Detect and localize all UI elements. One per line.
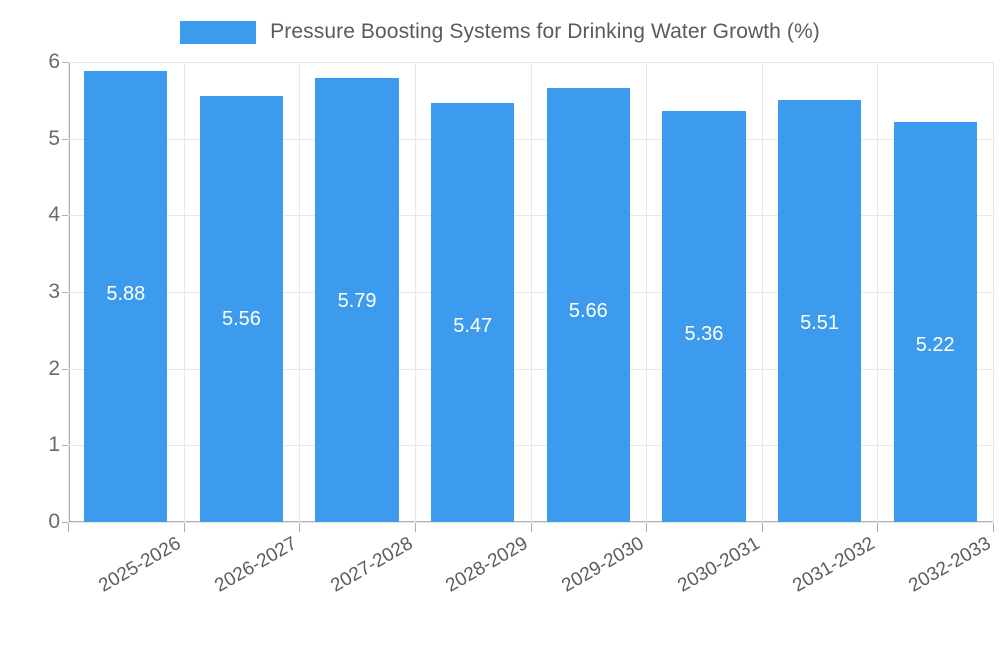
gridline-vertical bbox=[762, 62, 763, 522]
y-axis-tick-label: 5 bbox=[48, 126, 60, 150]
bar-value-label: 5.51 bbox=[800, 311, 840, 334]
bar[interactable]: 5.79 bbox=[315, 78, 399, 522]
gridline-vertical bbox=[68, 62, 69, 522]
bar-chart: Pressure Boosting Systems for Drinking W… bbox=[0, 0, 1000, 600]
y-axis-tick-label: 3 bbox=[48, 280, 60, 303]
gridline-horizontal bbox=[68, 62, 993, 63]
x-axis-tick-mark bbox=[646, 523, 647, 532]
gridline-vertical bbox=[531, 62, 532, 522]
gridline-horizontal bbox=[68, 445, 993, 447]
y-axis-tick-labels: 0 1 2 3 4 5 6 bbox=[0, 0, 69, 600]
y-axis-tick-mark bbox=[62, 445, 69, 447]
bar[interactable]: 5.22 bbox=[893, 121, 977, 522]
y-axis-tick-mark bbox=[62, 522, 69, 523]
bar-value-label: 5.66 bbox=[568, 300, 608, 323]
bar-value-label: 5.22 bbox=[915, 333, 955, 356]
bar-value-label: 5.56 bbox=[221, 307, 261, 330]
y-axis-tick-label: 0 bbox=[48, 510, 60, 533]
bar[interactable]: 5.88 bbox=[84, 71, 168, 522]
bar[interactable]: 5.51 bbox=[777, 99, 862, 522]
y-axis-tick-mark bbox=[62, 215, 69, 217]
plot-area: 5.88 5.56 5.79 5.47 5.66 5.36 5.51 5.22 bbox=[68, 62, 994, 523]
y-axis-tick-label: 4 bbox=[48, 203, 60, 227]
bar[interactable]: 5.66 bbox=[546, 88, 630, 522]
x-axis-tick-mark bbox=[415, 523, 416, 532]
y-axis-tick-label: 2 bbox=[48, 356, 60, 380]
gridline-vertical bbox=[184, 62, 185, 522]
x-axis-tick-mark bbox=[68, 523, 69, 532]
x-axis-tick-mark bbox=[762, 523, 763, 532]
gridline-horizontal bbox=[68, 368, 993, 370]
bar-value-label: 5.36 bbox=[684, 323, 724, 346]
y-axis-tick-mark bbox=[62, 292, 69, 293]
bar-value-label: 5.88 bbox=[106, 283, 146, 306]
x-axis-tick-mark bbox=[531, 523, 532, 532]
bar-value-label: 5.47 bbox=[453, 314, 493, 337]
y-axis-tick-label: 1 bbox=[48, 433, 60, 457]
bar[interactable]: 5.56 bbox=[199, 95, 284, 522]
chart-legend[interactable]: Pressure Boosting Systems for Drinking W… bbox=[0, 14, 1000, 50]
x-axis-tick-mark bbox=[299, 523, 300, 532]
series-color-swatch bbox=[180, 20, 257, 44]
gridline-vertical bbox=[415, 62, 416, 522]
legend-label: Pressure Boosting Systems for Drinking W… bbox=[270, 20, 820, 43]
gridline-horizontal bbox=[68, 138, 993, 140]
gridline-vertical bbox=[646, 62, 647, 522]
x-axis-tick-mark bbox=[877, 523, 878, 532]
gridline-vertical bbox=[299, 62, 300, 522]
y-axis-tick-mark bbox=[62, 138, 69, 140]
gridline-vertical bbox=[993, 62, 994, 522]
y-axis-tick-mark bbox=[62, 62, 69, 63]
bar[interactable]: 5.47 bbox=[431, 102, 515, 522]
gridline-vertical bbox=[877, 62, 878, 522]
gridline-horizontal bbox=[68, 522, 993, 523]
bar[interactable]: 5.36 bbox=[662, 111, 746, 522]
x-axis-tick-mark bbox=[184, 523, 185, 532]
y-axis-tick-mark bbox=[62, 368, 69, 370]
gridline-horizontal bbox=[68, 215, 993, 217]
x-axis-tick-mark bbox=[993, 523, 994, 532]
gridline-horizontal bbox=[68, 292, 993, 293]
bar-value-label: 5.79 bbox=[337, 290, 377, 313]
y-axis-tick-label: 6 bbox=[48, 50, 60, 73]
